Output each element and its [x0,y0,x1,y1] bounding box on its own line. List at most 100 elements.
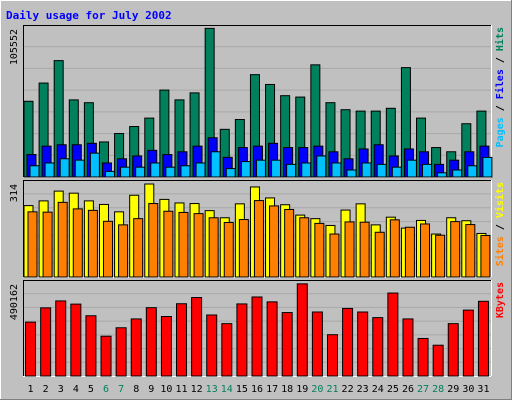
bar-sites-day-5 [87,209,98,278]
x-tick-label-25: 25 [387,384,399,395]
bar-pages-day-23 [361,162,372,178]
x-tick-label-24: 24 [372,384,384,395]
bar-kbytes-day-29 [447,323,459,377]
x-tick-label-17: 17 [266,384,278,395]
x-tick-label-12: 12 [191,384,203,395]
x-tick-label-1: 1 [28,384,34,395]
x-tick-label-3: 3 [58,384,64,395]
bar-pages-day-28 [437,172,448,178]
bar-pages-day-18 [286,163,297,178]
x-tick-label-18: 18 [281,384,293,395]
legend-files: Files [494,69,506,99]
bar-kbytes-day-27 [417,337,429,377]
bar-kbytes-day-26 [402,318,414,377]
bar-sites-day-26 [404,226,415,278]
bar-sites-day-14 [223,222,234,278]
y-max-label: 105552 [9,29,20,65]
bar-kbytes-day-9 [145,307,157,377]
x-tick-label-16: 16 [251,384,263,395]
x-tick-label-30: 30 [462,384,474,395]
bar-kbytes-day-7 [115,327,127,377]
bar-sites-day-9 [148,203,159,278]
legend-separator: / [495,99,506,117]
bar-pages-day-9 [150,162,161,178]
bar-kbytes-day-3 [55,300,67,377]
bar-pages-day-22 [346,169,357,178]
bar-pages-day-7 [120,166,131,178]
bar-kbytes-day-16 [251,296,263,377]
bar-kbytes-day-13 [206,314,218,377]
bar-pages-day-13 [210,151,221,178]
bar-pages-day-11 [180,165,191,178]
bar-kbytes-day-18 [281,312,293,377]
bar-sites-day-6 [102,220,113,278]
bar-pages-day-8 [135,166,146,178]
chart-panels: 105552 Pages / Files / Hits 314 Sites / Vis… [9,25,506,377]
x-tick-label-9: 9 [148,384,154,395]
y-max-label: 314 [9,184,20,202]
x-tick-label-26: 26 [402,384,414,395]
x-tick-label-13: 13 [206,384,218,395]
bar-sites-day-11 [178,211,189,278]
bar-sites-day-29 [450,221,461,278]
x-tick-label-28: 28 [432,384,444,395]
bar-sites-day-16 [253,200,264,278]
bar-kbytes-day-19 [296,283,308,377]
x-tick-label-11: 11 [175,384,187,395]
chart-title: Daily usage for July 2002 [6,9,172,22]
bar-kbytes-day-22 [342,307,354,377]
bar-pages-day-26 [406,159,417,178]
bar-kbytes-day-31 [477,300,489,377]
bar-sites-day-12 [193,213,204,278]
bar-kbytes-day-2 [40,307,52,377]
bar-kbytes-day-15 [236,303,248,377]
x-tick-label-23: 23 [357,384,369,395]
x-tick-label-8: 8 [133,384,139,395]
x-tick-label-22: 22 [342,384,354,395]
bar-pages-day-3 [59,158,70,178]
bar-kbytes-day-5 [85,315,97,377]
bar-kbytes-day-30 [462,309,474,377]
x-tick-label-6: 6 [103,384,109,395]
bar-sites-day-31 [480,235,491,278]
bar-pages-day-25 [391,166,402,178]
bar-pages-day-12 [195,162,206,178]
bar-pages-day-31 [482,156,493,178]
bar-pages-day-10 [165,166,176,178]
bar-sites-day-21 [329,233,340,278]
bar-sites-day-18 [284,208,295,278]
bar-sites-day-15 [238,219,249,278]
legend: Sites / Visits [494,182,506,266]
bar-kbytes-day-14 [221,323,233,377]
bar-sites-day-3 [57,201,68,278]
x-tick-label-29: 29 [447,384,459,395]
legend-separator: / [495,51,506,69]
bar-sites-day-10 [163,210,174,278]
bar-sites-day-4 [72,208,83,278]
bar-pages-day-4 [74,159,85,178]
bar-kbytes-day-1 [25,321,37,377]
bar-sites-day-25 [389,219,400,278]
bar-kbytes-day-21 [326,334,338,377]
x-tick-label-31: 31 [477,384,489,395]
panel-visits-sites: 314 Sites / Visits [9,180,506,278]
bar-pages-day-1 [29,165,40,178]
legend-kbytes: KBytes [495,282,506,318]
bar-pages-day-29 [452,169,463,178]
legend-visits: Visits [494,182,506,218]
legend-hits: Hits [494,27,506,51]
bar-sites-day-24 [374,231,385,278]
bar-sites-day-17 [269,205,280,278]
bar-sites-day-23 [359,221,370,278]
bar-kbytes-day-20 [311,311,323,377]
x-tick-label-10: 10 [160,384,172,395]
bar-kbytes-day-25 [387,292,399,377]
bar-pages-day-15 [240,161,251,178]
legend: KBytes [495,282,506,318]
bar-pages-day-5 [89,152,100,178]
bar-sites-day-7 [118,224,129,278]
bar-pages-day-27 [422,163,433,178]
x-tick-label-4: 4 [73,384,79,395]
bar-sites-day-2 [42,211,53,278]
